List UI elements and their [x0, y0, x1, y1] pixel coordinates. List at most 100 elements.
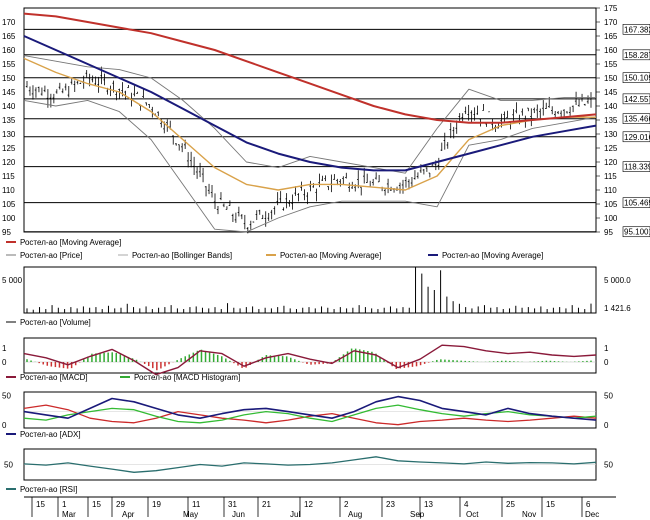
price-ytick-left: 170 [2, 18, 16, 27]
ma-short-line [23, 57, 596, 191]
price-ytick-right: 95 [604, 228, 613, 237]
x-day-label: 15 [92, 500, 101, 509]
adx-ytick-left-0: 0 [2, 421, 7, 430]
x-month-label: Apr [122, 510, 135, 519]
x-day-label: 2 [344, 500, 349, 509]
x-day-label: 12 [304, 500, 313, 509]
price-ytick-right: 170 [604, 18, 618, 27]
macd-line [23, 344, 597, 376]
price-ytick-left: 110 [2, 186, 15, 195]
rsi-ytick-left-50: 50 [4, 461, 13, 470]
level-label: 105.469 [624, 199, 650, 208]
price-ytick-right: 125 [604, 144, 618, 153]
volume-legend-label: Ростел-ао [Volume] [20, 318, 91, 327]
level-label: 167.382 [624, 25, 650, 34]
x-day-label: 11 [192, 500, 201, 509]
x-day-label: 13 [424, 500, 433, 509]
price-ytick-right: 115 [604, 172, 617, 181]
adx-plus-di-line [23, 404, 597, 424]
price-ytick-right: 105 [604, 200, 618, 209]
rsi-ytick-50: 50 [604, 461, 613, 470]
x-month-label: Jun [232, 510, 245, 519]
adx-minus-di-line [23, 404, 597, 426]
macd-hist-legend-label: Ростел-ао [MACD Histogram] [134, 373, 240, 382]
x-day-label: 6 [586, 500, 591, 509]
x-day-label: 21 [262, 500, 271, 509]
level-label-box [622, 131, 650, 143]
x-day-label: 31 [228, 500, 237, 509]
price-ytick-right: 140 [604, 102, 618, 111]
x-day-label: 1 [62, 500, 67, 509]
price-legend-label: Ростел-ао [Bollinger Bands] [132, 251, 232, 260]
macd-legend-label: Ростел-ао [MACD] [20, 373, 88, 382]
price-panel-frame [23, 7, 597, 233]
level-label-box [622, 161, 650, 172]
adx-ytick-50: 50 [604, 391, 613, 400]
macd-ytick-left-1: 1 [2, 344, 7, 353]
x-month-label: May [183, 510, 198, 519]
level-label-box [622, 93, 650, 105]
level-label-box [622, 113, 650, 124]
price-ytick-left: 130 [2, 130, 16, 139]
x-month-label: Dec [585, 510, 599, 519]
volume-ytick-right: 5 000.0 [604, 276, 631, 285]
macd-ytick-1: 1 [604, 344, 609, 353]
price-candles [25, 66, 592, 234]
macd-panel-frame [23, 337, 597, 374]
price-ytick-left: 115 [2, 172, 15, 181]
x-month-label: Nov [522, 510, 536, 519]
price-ytick-right: 100 [604, 214, 618, 223]
price-legend-label: Ростел-ао [Moving Average] [20, 238, 121, 247]
price-ytick-left: 120 [2, 158, 16, 167]
price-ytick-left: 135 [2, 116, 16, 125]
level-label-box [622, 49, 650, 61]
price-ytick-left: 105 [2, 200, 16, 209]
volume-last-value: 1 421.6 [604, 304, 631, 313]
price-ytick-left: 145 [2, 88, 16, 97]
adx-panel-frame [23, 391, 597, 429]
price-ytick-right: 175 [604, 4, 618, 13]
ma-long-line [23, 12, 597, 124]
volume-panel-frame [23, 266, 597, 314]
level-label: 142.557 [624, 95, 650, 104]
price-ytick-right: 120 [604, 158, 618, 167]
price-ytick-left: 150 [2, 74, 16, 83]
x-month-label: Sep [410, 510, 425, 519]
x-month-label: Oct [466, 510, 479, 519]
price-ytick-right: 155 [604, 60, 618, 69]
price-ytick-left: 125 [2, 144, 16, 153]
price-legend-label: Ростел-ао [Price] [20, 251, 82, 260]
level-label: 129.016 [624, 133, 650, 142]
price-ytick-right: 130 [604, 130, 618, 139]
volume-bars [26, 267, 592, 313]
x-month-label: Aug [348, 510, 362, 519]
price-ytick-right: 160 [604, 46, 618, 55]
level-label-box [622, 197, 650, 208]
x-day-label: 25 [506, 500, 515, 509]
price-ytick-left: 155 [2, 60, 16, 69]
price-legend-label: Ростел-ао [Moving Average] [280, 251, 381, 260]
x-day-label: 15 [546, 500, 555, 509]
price-ytick-left: 95 [2, 228, 11, 237]
price-ytick-right: 135 [604, 116, 618, 125]
rsi-legend-label: Ростел-ао [RSI] [20, 485, 77, 494]
level-label: 150.109 [624, 74, 650, 83]
x-day-label: 19 [152, 500, 161, 509]
price-legend-label: Ростел-ао [Moving Average] [442, 251, 543, 260]
adx-legend-label: Ростел-ао [ADX] [20, 430, 81, 439]
adx-ytick-left-50: 50 [2, 391, 11, 400]
rsi-line [23, 456, 597, 473]
x-month-label: Mar [62, 510, 76, 519]
level-label-box [622, 72, 650, 83]
bollinger-upper-line [23, 55, 596, 174]
level-label: 158.287 [624, 51, 650, 60]
price-ytick-left: 140 [2, 102, 16, 111]
price-ytick-right: 110 [604, 186, 617, 195]
x-day-label: 4 [464, 500, 469, 509]
price-ytick-left: 160 [2, 46, 16, 55]
price-ytick-left: 100 [2, 214, 16, 223]
x-day-label: 29 [116, 500, 125, 509]
ma-mid-line [23, 35, 597, 172]
bollinger-lower-line [23, 99, 597, 233]
